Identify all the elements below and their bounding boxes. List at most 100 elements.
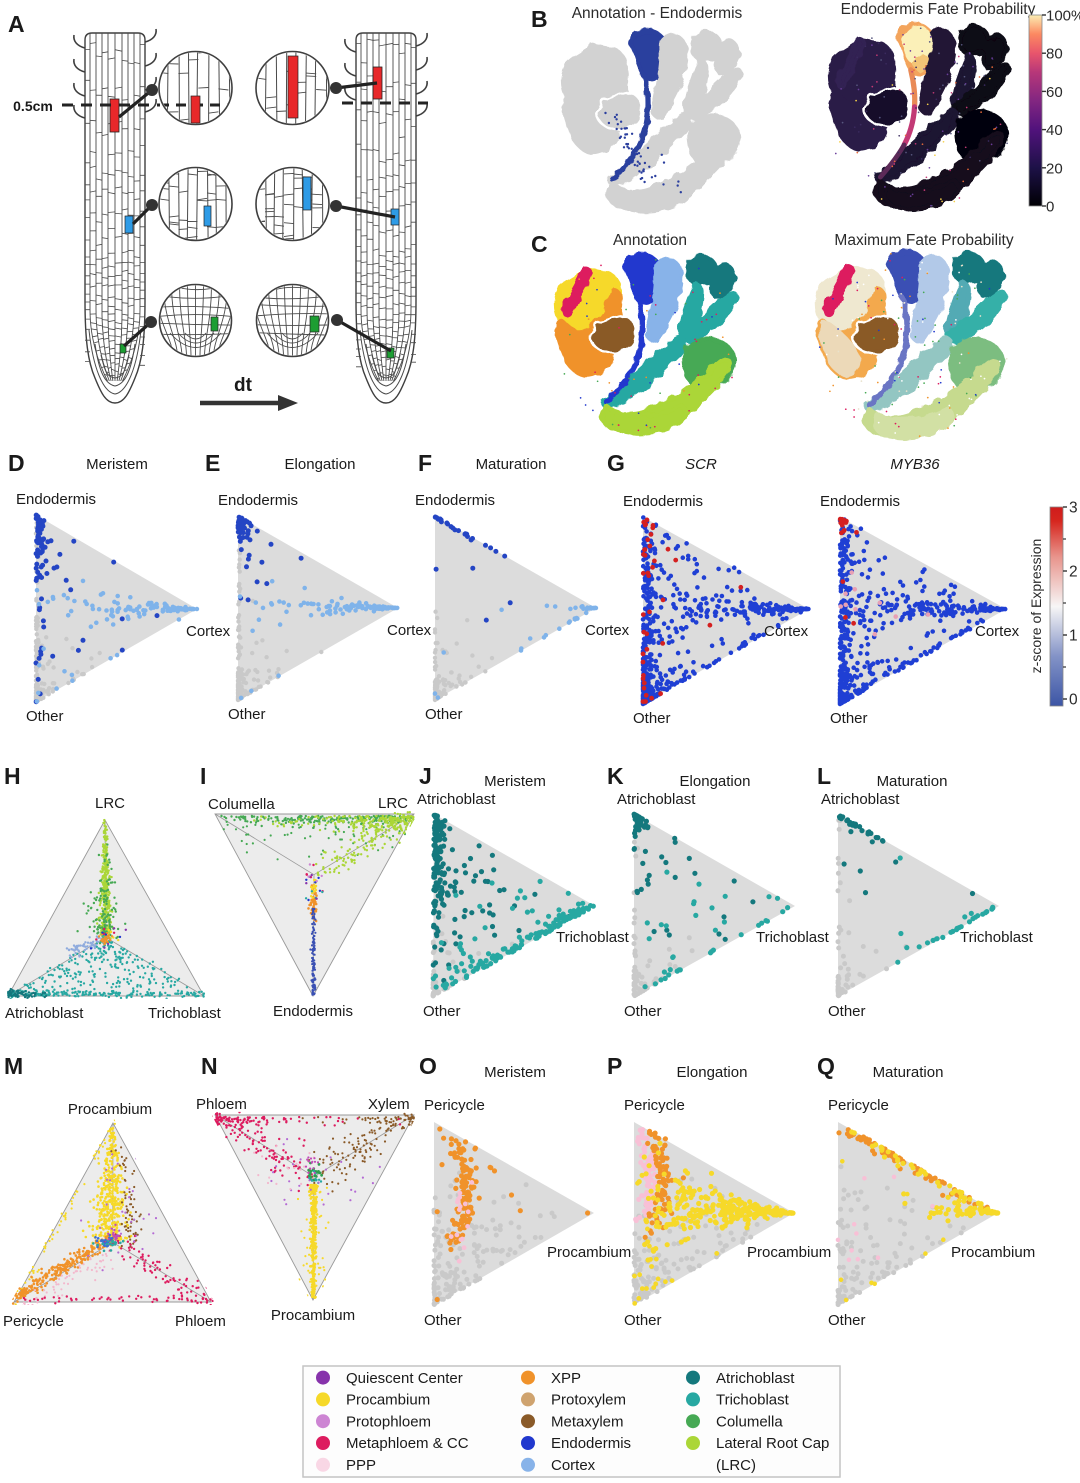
svg-text:Atrichoblast: Atrichoblast [821,791,900,808]
svg-text:Maturation: Maturation [476,456,547,473]
svg-text:Other: Other [624,1312,662,1329]
svg-text:D: D [8,450,25,476]
svg-text:J: J [419,763,432,789]
svg-text:Protophloem: Protophloem [346,1413,431,1430]
svg-text:F: F [418,450,432,476]
svg-text:Other: Other [624,1003,662,1020]
svg-text:MYB36: MYB36 [890,456,940,473]
svg-text:Annotation - Endodermis: Annotation - Endodermis [572,5,743,22]
svg-text:Cortex: Cortex [975,623,1020,640]
svg-text:dt: dt [234,375,253,396]
svg-text:Procambium: Procambium [271,1307,355,1324]
svg-text:B: B [531,6,548,32]
svg-text:Other: Other [26,708,64,725]
svg-text:E: E [205,450,220,476]
svg-text:I: I [200,763,206,789]
svg-text:Endodermis: Endodermis [551,1435,631,1452]
svg-text:Maximum Fate Probability: Maximum Fate Probability [834,232,1013,249]
svg-text:Pericycle: Pericycle [828,1097,889,1114]
svg-text:Cortex: Cortex [387,622,432,639]
svg-text:Other: Other [425,706,463,723]
svg-text:0.5cm: 0.5cm [13,98,53,114]
svg-text:Elongation: Elongation [285,456,356,473]
svg-text:0: 0 [1069,692,1078,709]
svg-text:Q: Q [817,1053,835,1079]
svg-text:Endodermis: Endodermis [820,493,900,510]
svg-text:SCR: SCR [685,456,717,473]
svg-text:20: 20 [1046,160,1063,177]
svg-text:3: 3 [1069,500,1078,517]
svg-text:O: O [419,1053,437,1079]
svg-text:Procambium: Procambium [747,1244,831,1261]
svg-text:Metaxylem: Metaxylem [551,1413,624,1430]
svg-text:L: L [817,763,831,789]
svg-text:Annotation: Annotation [613,232,687,249]
svg-text:Procambium: Procambium [68,1101,152,1118]
svg-text:2: 2 [1069,564,1078,581]
svg-text:Metaphloem & CC: Metaphloem & CC [346,1435,469,1452]
svg-text:100%: 100% [1046,8,1080,25]
svg-text:Procambium: Procambium [951,1244,1035,1261]
svg-text:Pericycle: Pericycle [624,1097,685,1114]
svg-text:Cortex: Cortex [585,622,630,639]
svg-text:Columella: Columella [208,796,275,813]
svg-text:LRC: LRC [378,795,408,812]
svg-text:Xylem: Xylem [368,1096,410,1113]
svg-text:Endodermis: Endodermis [16,491,96,508]
svg-text:Elongation: Elongation [677,1064,748,1081]
svg-text:Trichoblast: Trichoblast [556,929,630,946]
svg-text:Pericycle: Pericycle [424,1097,485,1114]
svg-text:P: P [607,1053,622,1079]
svg-text:Other: Other [423,1003,461,1020]
svg-text:Quiescent Center: Quiescent Center [346,1370,463,1387]
svg-text:PPP: PPP [346,1457,376,1474]
svg-text:Meristem: Meristem [484,1064,546,1081]
svg-text:Cortex: Cortex [186,623,231,640]
svg-text:Endodermis: Endodermis [218,492,298,509]
svg-text:XPP: XPP [551,1370,581,1387]
svg-text:Maturation: Maturation [877,773,948,790]
svg-text:80: 80 [1046,46,1063,63]
svg-text:Maturation: Maturation [873,1064,944,1081]
svg-text:Endodermis Fate Probability: Endodermis Fate Probability [841,1,1036,18]
svg-text:Other: Other [424,1312,462,1329]
svg-text:Elongation: Elongation [680,773,751,790]
svg-text:Other: Other [633,710,671,727]
svg-text:A: A [8,11,25,37]
svg-text:Cortex: Cortex [551,1457,596,1474]
svg-text:Endodermis: Endodermis [415,492,495,509]
svg-text:Other: Other [828,1003,866,1020]
svg-text:(LRC): (LRC) [716,1457,756,1474]
svg-text:Endodermis: Endodermis [623,493,703,510]
svg-text:M: M [4,1053,23,1079]
svg-text:Phloem: Phloem [175,1313,226,1330]
svg-text:Protoxylem: Protoxylem [551,1392,626,1409]
svg-text:Other: Other [830,710,868,727]
svg-text:Trichoblast: Trichoblast [756,929,830,946]
svg-text:40: 40 [1046,122,1063,139]
svg-text:H: H [4,763,21,789]
svg-text:Meristem: Meristem [86,456,148,473]
svg-text:Trichoblast: Trichoblast [960,929,1034,946]
svg-text:G: G [607,450,625,476]
svg-text:z-score of Expression: z-score of Expression [1028,539,1044,674]
svg-text:Trichoblast: Trichoblast [716,1392,790,1409]
svg-text:Phloem: Phloem [196,1096,247,1113]
svg-text:K: K [607,763,624,789]
svg-text:Atrichoblast: Atrichoblast [5,1005,84,1022]
svg-text:1: 1 [1069,628,1078,645]
svg-text:Procambium: Procambium [346,1392,430,1409]
svg-text:Atrichoblast: Atrichoblast [617,791,696,808]
svg-text:60: 60 [1046,84,1063,101]
svg-text:Pericycle: Pericycle [3,1313,64,1330]
svg-text:0: 0 [1046,199,1054,216]
svg-text:Trichoblast: Trichoblast [148,1005,222,1022]
svg-text:C: C [531,231,548,257]
svg-text:Atrichoblast: Atrichoblast [417,791,496,808]
svg-text:Other: Other [828,1312,866,1329]
svg-text:Endodermis: Endodermis [273,1003,353,1020]
svg-text:Columella: Columella [716,1413,783,1430]
svg-text:Lateral Root Cap: Lateral Root Cap [716,1435,829,1452]
svg-text:Cortex: Cortex [764,623,809,640]
svg-text:N: N [201,1053,218,1079]
